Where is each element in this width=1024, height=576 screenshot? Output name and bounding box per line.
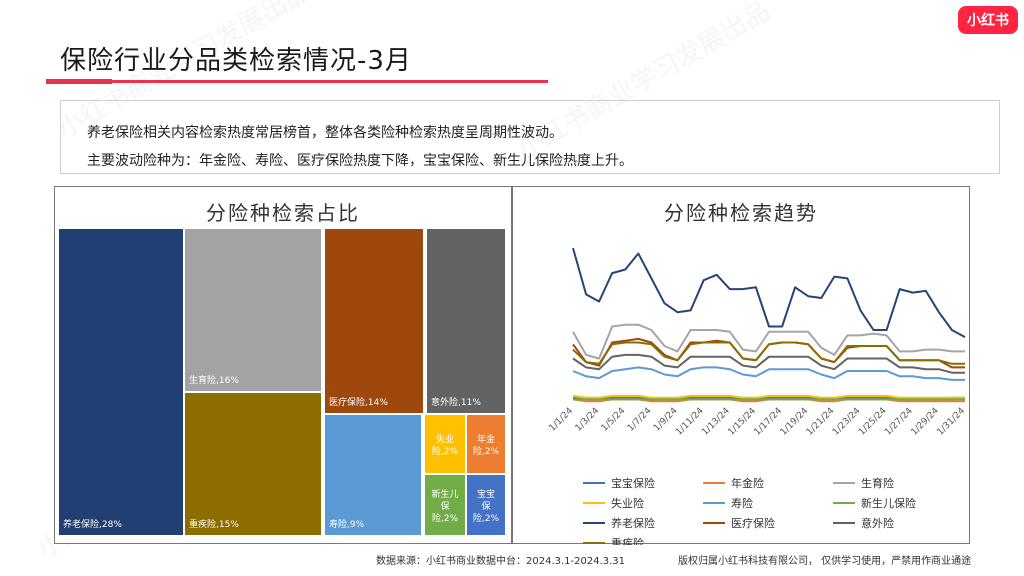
page-title: 保险行业分品类检索情况-3月 (60, 46, 412, 76)
series-line-寿险 (572, 366, 965, 381)
legend-label: 养老保险 (611, 516, 655, 530)
treemap-tile-生育险 (185, 229, 321, 391)
treemap-label: 重疾险,15% (189, 518, 239, 530)
x-tick-label: 1/27/24 (883, 406, 915, 438)
series-line-生育险 (572, 323, 965, 360)
legend-label: 寿险 (731, 496, 753, 510)
x-tick-label: 1/29/24 (909, 406, 941, 438)
series-line-失业险 (572, 394, 965, 399)
treemap-label: 宝宝保险,2% (473, 488, 500, 524)
line-chart-panel: 分险种检索趋势 1/1/24 1/3/24 1/5/24 1/7/24 1/9/24 1/… (512, 186, 970, 545)
treemap-chart: 养老保险,28% 生育险,16% 重疾险,15% 医疗保险,14% 意外险,11% 寿险,… (59, 229, 505, 535)
treemap-label: 生育险,16% (189, 374, 239, 386)
x-tick-label: 1/19/24 (779, 406, 811, 438)
treemap-label: 年金险,2% (473, 433, 500, 457)
treemap-tile-寿险 (325, 415, 421, 535)
x-tick-label: 1/3/24 (574, 406, 602, 434)
treemap-label: 新生儿保险,2% (431, 488, 458, 524)
treemap-tile-新生儿保险 (425, 475, 465, 535)
legend-label: 医疗保险 (731, 516, 775, 530)
treemap-tile-医疗保险 (325, 229, 423, 413)
summary-line-1: 养老保险相关内容检索热度常居榜首，整体各类险种检索热度呈周期性波动。 (87, 125, 563, 141)
x-tick-label: 1/11/24 (674, 406, 706, 438)
legend-label: 宝宝保险 (611, 476, 655, 490)
data-source-note: 数据来源：小红书商业数据中台：2024.3.1-2024.3.31 (376, 556, 626, 567)
treemap-tile-意外险 (427, 229, 505, 413)
treemap-label: 失业险,2% (432, 433, 459, 457)
legend-label: 重疾险 (611, 536, 644, 545)
line-chart-title: 分险种检索趋势 (664, 201, 818, 225)
series-line-意外险 (572, 353, 965, 374)
x-tick-label: 1/23/24 (831, 406, 863, 438)
x-tick-label: 1/31/24 (936, 406, 968, 438)
legend-label: 年金险 (731, 476, 764, 490)
treemap-label: 寿险,9% (329, 518, 365, 530)
legend-label: 意外险 (861, 516, 894, 530)
legend-label: 新生儿保险 (861, 496, 916, 510)
xiaohongshu-logo: 小红书 (958, 6, 1018, 34)
summary-line-2: 主要波动险种为：年金险、寿险、医疗保险热度下降，宝宝保险、新生儿保险热度上升。 (87, 153, 633, 169)
line-chart: 1/1/241/3/241/5/241/7/241/9/241/11/241/1… (548, 247, 968, 545)
x-tick-label: 1/5/24 (600, 406, 628, 434)
series-line-养老保险 (572, 247, 966, 338)
x-tick-label: 1/1/24 (548, 406, 576, 434)
treemap-label: 养老保险,28% (63, 518, 122, 530)
treemap-label: 意外险,11% (431, 396, 481, 408)
copyright-note: 版权归属小红书科技有限公司， 仅供学习使用，严禁用作商业通途 (678, 556, 972, 567)
treemap-tile-失业险 (425, 415, 465, 473)
summary-box: 养老保险相关内容检索热度常居榜首，整体各类险种检索热度呈周期性波动。 主要波动险… (60, 100, 1000, 174)
x-tick-label: 1/7/24 (626, 406, 654, 434)
title-underline (46, 79, 548, 84)
treemap-tile-重疾险 (185, 393, 321, 535)
treemap-tile-年金险 (467, 415, 505, 473)
legend-label: 生育险 (861, 476, 894, 490)
treemap-tile-宝宝保险 (467, 475, 505, 535)
treemap-title: 分险种检索占比 (206, 201, 360, 225)
legend-label: 失业险 (611, 496, 644, 510)
treemap-panel: 分险种检索占比 养老保险,28% 生育险,16% 重疾险,15% 医疗保险,14% 意外… (54, 186, 512, 544)
treemap-tile-养老保险 (59, 229, 183, 535)
series-line-重疾险 (572, 341, 965, 365)
treemap-label: 医疗保险,14% (329, 396, 388, 408)
x-tick-label: 1/15/24 (726, 406, 758, 438)
